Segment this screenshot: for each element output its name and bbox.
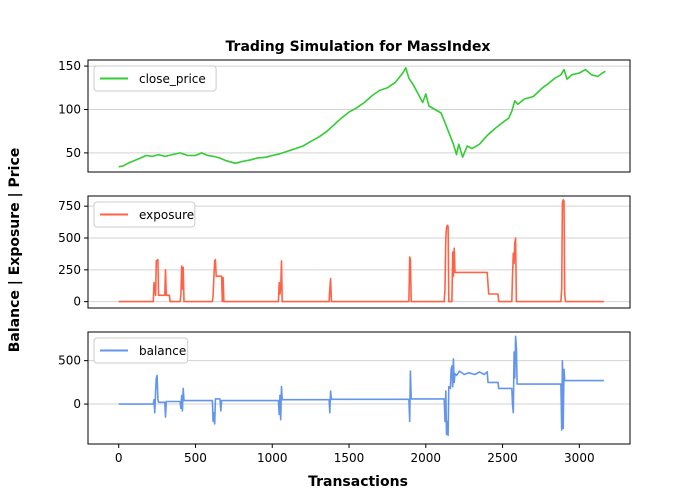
axes-frame: [87, 195, 631, 309]
legend-close_price: close_price: [93, 65, 217, 92]
y-tick-label: 750: [58, 199, 81, 213]
x-tick-label: 1500: [334, 451, 365, 465]
legend-box: [93, 337, 189, 364]
x-tick-label: 0: [115, 451, 123, 465]
legend-balance: balance: [93, 337, 189, 364]
x-tick-label: 500: [184, 451, 207, 465]
chart-panels: 50 100 150 close_price 0 250 500 750 exposure 0 50…: [58, 59, 631, 465]
y-tick-label: 150: [58, 59, 81, 73]
panel-balance: 0 500 balance: [58, 331, 631, 445]
y-tick-label: 500: [58, 231, 81, 245]
panel-exposure: 0 250 500 750 exposure: [58, 195, 631, 309]
y-tick-label: 50: [66, 146, 81, 160]
x-tick-label: 2000: [411, 451, 442, 465]
y-tick-label: 0: [73, 295, 81, 309]
legend-box: [93, 65, 217, 92]
series-line-close_price: [118, 67, 606, 168]
x-tick-label: 1000: [257, 451, 288, 465]
legend-exposure: exposure: [93, 201, 196, 228]
axes-frame: [87, 59, 631, 173]
legend-entry: close_price: [139, 72, 206, 86]
x-tick-label: 3000: [564, 451, 595, 465]
legend-box: [93, 201, 196, 228]
y-tick-label: 500: [58, 354, 81, 368]
legend-entry: exposure: [139, 208, 194, 222]
y-tick-label: 100: [58, 102, 81, 116]
chart-title: Trading Simulation for MassIndex: [226, 39, 491, 55]
y-tick-label: 0: [73, 397, 81, 411]
series-line-exposure: [118, 199, 604, 303]
x-axis-label: Transactions: [308, 474, 408, 490]
y-tick-label: 250: [58, 263, 81, 277]
x-tick-label: 2500: [487, 451, 518, 465]
legend-entry: balance: [139, 344, 186, 358]
series-line-balance: [118, 335, 604, 437]
axes-frame: [87, 331, 631, 445]
panel-close_price: 50 100 150 close_price: [58, 59, 631, 173]
y-axis-label: Balance | Exposure | Price: [7, 148, 23, 353]
